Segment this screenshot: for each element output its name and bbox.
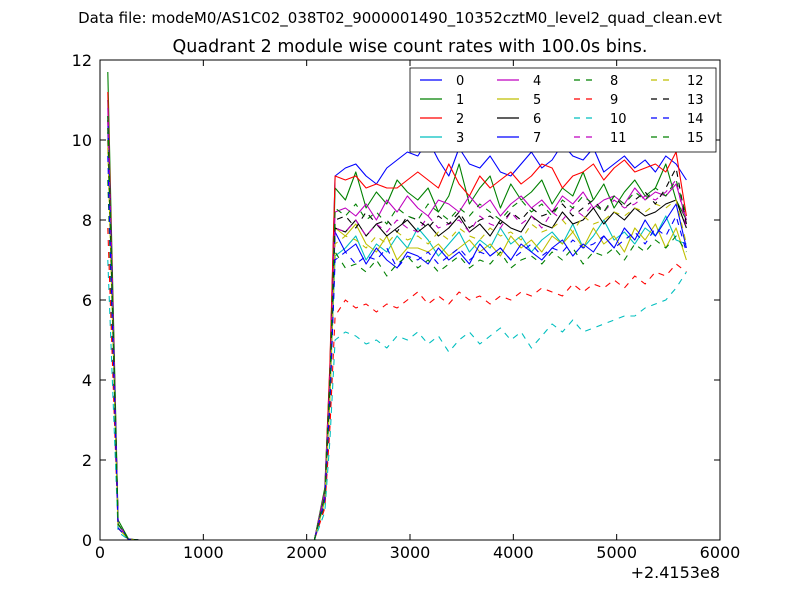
legend-label-2: 2 (456, 112, 464, 127)
legend-label-15: 15 (687, 131, 704, 146)
legend-label-13: 13 (687, 93, 704, 108)
y-tick-label: 0 (82, 531, 92, 550)
legend-label-10: 10 (610, 112, 627, 127)
y-tick-label: 6 (82, 291, 92, 310)
x-tick-label: 5000 (596, 543, 637, 562)
legend-label-5: 5 (533, 93, 541, 108)
chart-title: Quadrant 2 module wise count rates with … (172, 37, 648, 57)
legend-label-12: 12 (687, 74, 704, 89)
legend-label-1: 1 (456, 93, 464, 108)
figure-suptitle: Data file: modeM0/AS1C02_038T02_90000014… (78, 9, 722, 27)
series-line-9 (107, 227, 687, 541)
x-offset-label: +2.4153e8 (631, 563, 720, 582)
legend-label-8: 8 (610, 74, 618, 89)
series-line-8 (107, 179, 687, 541)
legend-label-6: 6 (533, 112, 541, 127)
series-line-11 (107, 119, 687, 541)
y-tick-label: 4 (82, 371, 92, 390)
x-tick-label: 1000 (183, 543, 224, 562)
y-tick-label: 12 (72, 51, 92, 70)
x-tick-label: 6000 (700, 543, 741, 562)
y-tick-label: 8 (82, 211, 92, 230)
legend-label-11: 11 (610, 131, 627, 146)
x-tick-label: 2000 (286, 543, 327, 562)
legend-label-7: 7 (533, 131, 541, 146)
legend-label-9: 9 (610, 93, 618, 108)
x-tick-label: 3000 (390, 543, 431, 562)
legend-box (409, 67, 717, 153)
x-tick-label: 4000 (493, 543, 534, 562)
axis-ticks: 0 1000 2000 3000 4000 5000 6000024681012+2.415… (72, 51, 741, 582)
legend-label-3: 3 (456, 131, 464, 146)
legend-label-4: 4 (533, 74, 541, 89)
y-tick-label: 2 (82, 451, 92, 470)
legend-label-0: 0 (456, 74, 464, 89)
y-tick-label: 10 (72, 131, 92, 150)
legend-label-14: 14 (687, 112, 704, 127)
x-tick-label: 0 (95, 543, 105, 562)
